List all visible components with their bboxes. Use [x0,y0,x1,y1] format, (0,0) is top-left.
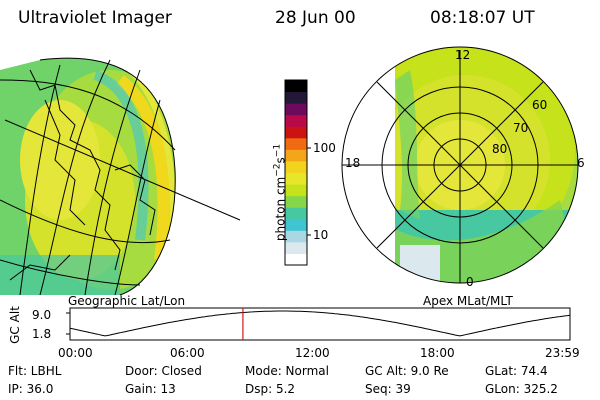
timeline-x-1800: 18:00 [420,346,455,360]
timeline-y-min: 1.8 [32,327,52,341]
colorbar-segment [285,80,307,93]
colorbar-segment [285,91,307,104]
colorbar-segment [285,103,307,116]
colorbar-segment [285,241,307,254]
timeline-axis-label: GC Alt [8,306,22,344]
colorbar-segment [285,160,307,173]
colorbar [284,79,311,266]
geographic-label: Geographic Lat/Lon [68,294,186,308]
lat-label-70: 70 [513,121,529,135]
colorbar-segment [285,149,307,162]
mlt-label-6: 6 [577,156,585,170]
timeline-x-0000: 00:00 [58,346,93,360]
info-dsp: Dsp: 5.2 [245,382,296,396]
timeline-x-2359: 23:59 [545,346,580,360]
info-glat: GLat: 74.4 [485,364,548,378]
polar-plot [341,46,579,284]
unit-s: s [273,157,288,164]
info-glon: GLon: 325.2 [485,382,558,396]
apex-label: Apex MLat/MLT [423,294,513,308]
colorbar-segment [285,218,307,231]
colorbar-segment [285,195,307,208]
colorbar-segment [285,184,307,197]
info-mode: Mode: Normal [245,364,329,378]
info-door: Door: Closed [125,364,202,378]
colorbar-segment [285,207,307,220]
colorbar-tick-100: 100 [313,141,336,155]
mlt-label-18: 18 [345,156,361,170]
timeline-x-0600: 06:00 [170,346,205,360]
unit-sup-cm: −2 [272,163,283,177]
info-ip: IP: 36.0 [8,382,54,396]
colorbar-segment [285,230,307,243]
info-gc-alt: GC Alt: 9.0 Re [365,364,449,378]
lat-label-60: 60 [532,98,548,112]
time-label: 08:18:07 UT [430,8,535,28]
instrument-title: Ultraviolet Imager [18,8,172,28]
unit-sup-s: −1 [272,143,283,158]
colorbar-unit-label: photon cm−2s−1 [273,138,288,248]
info-flt: Flt: LBHL [8,364,62,378]
info-seq: Seq: 39 [365,382,411,396]
timeline-x-1200: 12:00 [295,346,330,360]
colorbar-segment [285,114,307,127]
colorbar-segment [285,253,307,266]
info-gain: Gain: 13 [125,382,176,396]
colorbar-segment [285,137,307,150]
timeline-plot [66,307,571,341]
lat-label-80: 80 [492,142,508,156]
unit-photon: photon cm [273,176,288,242]
colorbar-segment [285,172,307,185]
timeline-y-max: 9.0 [32,308,52,322]
mlt-label-12: 12 [455,48,471,62]
colorbar-segment [285,126,307,139]
date-label: 28 Jun 00 [275,8,356,28]
mlt-label-0: 0 [466,275,474,289]
colorbar-tick-10: 10 [313,228,329,242]
geographic-image [0,57,241,296]
